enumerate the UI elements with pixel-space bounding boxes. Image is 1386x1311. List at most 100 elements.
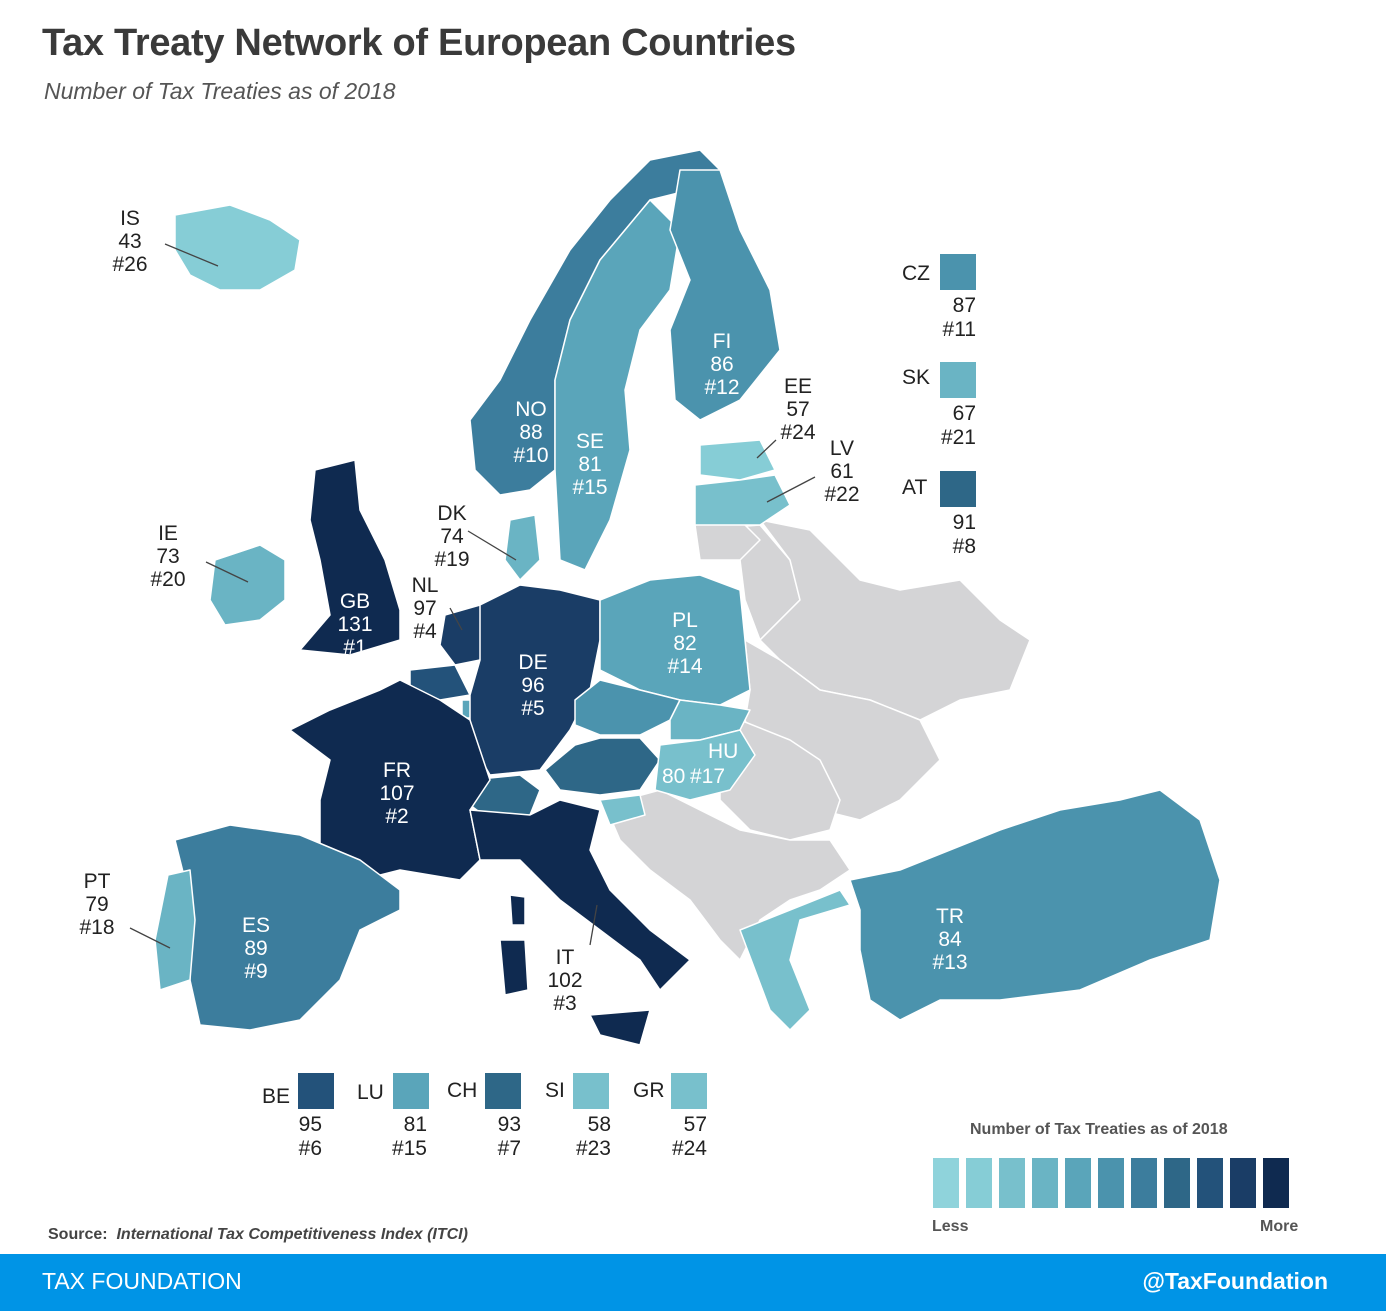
country-DE (469, 584, 601, 776)
inset-rank: #21 (940, 426, 976, 449)
country-TR (849, 789, 1221, 1021)
country-GB (299, 459, 401, 656)
country-labels: IS 43 #26 IE 73 #20 GB 131 #1 NO 88 #10 SE 81 #15 FI 86 #… (79, 207, 967, 1015)
label-NL: NL 97 #4 (412, 574, 439, 643)
inset-swatch (393, 1073, 429, 1109)
legend-swatch-3 (999, 1158, 1025, 1208)
inset-code: CH (447, 1079, 478, 1102)
source-text: International Tax Competitiveness Index … (116, 1226, 468, 1243)
legend-swatch-5 (1065, 1158, 1091, 1208)
inset-treaties: 91 (952, 511, 976, 534)
inset-rank: #7 (497, 1137, 521, 1160)
label-GB: GB 131 #1 (337, 590, 372, 659)
legend-more-label: More (1260, 1218, 1299, 1235)
footer-bar: TAX FOUNDATION @TaxFoundation (0, 1254, 1386, 1311)
label-LV: LV 61 #22 (824, 437, 859, 506)
page-title: Tax Treaty Network of European Countries (42, 22, 796, 64)
label-DE: DE 96 #5 (518, 651, 547, 720)
inset-swatch (940, 362, 976, 398)
country-IT (469, 799, 691, 991)
label-IE: IE 73 #20 (150, 522, 185, 591)
inset-rank: #6 (298, 1137, 322, 1160)
source-label: Source: (48, 1226, 108, 1243)
country-PL (599, 574, 751, 706)
inset-code: GR (633, 1079, 665, 1102)
country-GR (739, 889, 851, 1031)
legend-swatch-11 (1263, 1158, 1289, 1208)
inset-code: SI (545, 1079, 565, 1102)
inset-treaties: 67 (952, 402, 976, 425)
country-ES (174, 824, 401, 1031)
legend-swatch-2 (966, 1158, 992, 1208)
inset-rank: #15 (391, 1137, 427, 1160)
legend-title: Number of Tax Treaties as of 2018 (970, 1121, 1228, 1138)
inset-swatch (671, 1073, 707, 1109)
footer-brand: TAX FOUNDATION (42, 1268, 242, 1294)
inset-treaties: 57 (683, 1113, 707, 1136)
country-NO (469, 149, 721, 496)
source-note: Source: International Tax Competitivenes… (48, 1226, 468, 1244)
label-IS: IS 43 #26 (112, 207, 147, 276)
label-FI: FI 86 #12 (704, 330, 739, 399)
label-PT: PT 79 #18 (79, 870, 114, 939)
label-TR: TR 84 #13 (932, 905, 967, 974)
inset-treaties: 81 (403, 1113, 427, 1136)
color-legend (933, 1158, 1289, 1208)
inset-swatch (940, 254, 976, 290)
country-FR-corsica (509, 894, 526, 926)
label-DK: DK 74 #19 (434, 502, 469, 571)
label-SE: SE 81 #15 (572, 430, 607, 499)
inset-swatch (298, 1073, 334, 1109)
legend-swatch-7 (1131, 1158, 1157, 1208)
page-subtitle: Number of Tax Treaties as of 2018 (44, 78, 396, 104)
inset-rank: #11 (942, 318, 976, 341)
legend-swatch-9 (1197, 1158, 1223, 1208)
inset-code: AT (902, 476, 928, 499)
country-SI (599, 794, 646, 826)
label-ES: ES 89 #9 (242, 914, 270, 983)
country-HU (654, 729, 756, 801)
country-IS (174, 204, 301, 291)
region-nodata-balkans (604, 789, 851, 961)
inset-swatch (485, 1073, 521, 1109)
country-IT-sardinia (499, 939, 529, 996)
footer-handle: @TaxFoundation (1142, 1268, 1328, 1294)
legend-swatch-6 (1098, 1158, 1124, 1208)
country-SE (554, 199, 681, 571)
label-IT: IT 102 #3 (547, 946, 582, 1015)
inset-rank: #24 (671, 1137, 707, 1160)
label-HU: HU 80 #17 (662, 740, 738, 788)
europe-map: IS 43 #26 IE 73 #20 GB 131 #1 NO 88 #10 SE 81 #15 FI 86 #… (79, 149, 1221, 1046)
country-IT-sicily (589, 1009, 651, 1046)
inset-treaties: 58 (587, 1113, 611, 1136)
inset-treaties: 93 (497, 1113, 521, 1136)
country-PT (154, 869, 196, 991)
inset-treaties: 87 (952, 294, 976, 317)
region-nodata-russia-west (759, 519, 1031, 721)
legend-swatch-8 (1164, 1158, 1190, 1208)
legend-swatch-4 (1032, 1158, 1058, 1208)
label-FR: FR 107 #2 (379, 759, 414, 828)
country-EE (699, 439, 776, 481)
inset-rank: #23 (575, 1137, 611, 1160)
legend-swatch-10 (1230, 1158, 1256, 1208)
inset-code: BE (262, 1085, 291, 1108)
country-AT (544, 737, 661, 796)
inset-code: SK (902, 366, 931, 389)
legend-swatch-1 (933, 1158, 959, 1208)
legend-less-label: Less (932, 1218, 969, 1235)
label-PL: PL 82 #14 (667, 609, 702, 678)
country-LV (694, 474, 791, 526)
inset-treaties: 95 (298, 1113, 322, 1136)
country-SK (669, 699, 751, 741)
country-FI (669, 169, 781, 421)
label-EE: EE 57 #24 (780, 375, 815, 444)
country-DK (504, 514, 541, 581)
inset-swatch (940, 471, 976, 507)
inset-rank: #8 (952, 535, 976, 558)
inset-swatch (573, 1073, 609, 1109)
leader-lines (129, 243, 816, 949)
inset-code: CZ (902, 262, 930, 285)
country-IE (209, 544, 286, 626)
inset-code: LU (357, 1081, 384, 1104)
